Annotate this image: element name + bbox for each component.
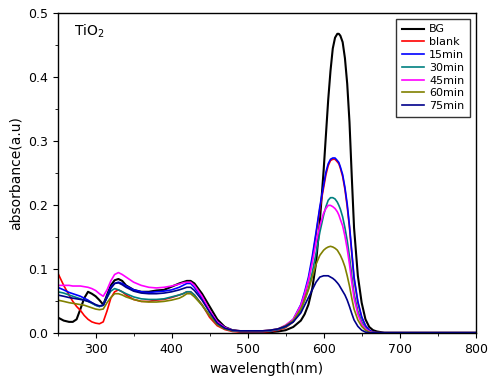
75min <box>473 331 479 335</box>
45min <box>351 296 357 301</box>
75min <box>340 289 346 293</box>
blank <box>370 330 376 334</box>
30min <box>340 215 346 219</box>
15min <box>347 223 353 228</box>
30min <box>344 238 350 243</box>
75min <box>374 331 380 335</box>
15min <box>330 156 336 160</box>
45min <box>81 285 87 289</box>
45min <box>347 262 353 266</box>
BG <box>473 331 479 335</box>
15min <box>81 296 87 301</box>
15min <box>370 330 376 334</box>
30min <box>370 331 376 335</box>
75min <box>347 304 353 309</box>
60min <box>344 273 350 278</box>
60min <box>347 284 353 288</box>
30min <box>327 195 333 200</box>
30min <box>351 291 357 296</box>
30min <box>374 331 380 335</box>
45min <box>473 331 479 335</box>
BG <box>381 331 387 335</box>
15min <box>340 172 346 177</box>
BG <box>334 31 340 36</box>
Line: 30min: 30min <box>58 198 476 333</box>
60min <box>81 303 87 308</box>
blank <box>351 277 357 281</box>
blank <box>330 157 336 162</box>
blank <box>347 225 353 230</box>
60min <box>370 331 376 335</box>
45min <box>340 223 346 228</box>
75min <box>321 273 327 278</box>
blank <box>81 313 87 318</box>
15min <box>55 285 61 290</box>
blank <box>55 270 61 275</box>
60min <box>340 258 346 263</box>
BG <box>55 315 61 320</box>
Legend: BG, blank, 15min, 30min, 45min, 60min, 75min: BG, blank, 15min, 30min, 45min, 60min, 7… <box>396 19 470 117</box>
45min <box>370 331 376 335</box>
60min <box>473 331 479 335</box>
BG <box>347 120 353 124</box>
blank <box>344 204 350 209</box>
15min <box>351 275 357 280</box>
blank <box>340 174 346 179</box>
15min <box>374 331 380 335</box>
75min <box>366 331 372 335</box>
BG <box>340 40 346 45</box>
Line: 60min: 60min <box>58 246 476 333</box>
BG <box>81 296 87 301</box>
60min <box>55 298 61 303</box>
Text: TiO$_2$: TiO$_2$ <box>74 23 105 40</box>
60min <box>327 244 333 248</box>
45min <box>344 247 350 251</box>
15min <box>344 202 350 206</box>
Line: 75min: 75min <box>58 276 476 333</box>
60min <box>374 331 380 335</box>
blank <box>473 331 479 335</box>
30min <box>473 331 479 335</box>
15min <box>473 331 479 335</box>
Line: 45min: 45min <box>58 205 476 333</box>
75min <box>344 298 350 303</box>
BG <box>370 328 376 333</box>
BG <box>344 81 350 86</box>
blank <box>374 331 380 335</box>
Line: 15min: 15min <box>58 158 476 333</box>
45min <box>374 331 380 335</box>
45min <box>55 283 61 288</box>
75min <box>55 293 61 297</box>
75min <box>351 318 357 322</box>
Line: blank: blank <box>58 159 476 333</box>
30min <box>347 254 353 259</box>
45min <box>325 203 331 208</box>
X-axis label: wavelength(nm): wavelength(nm) <box>210 362 324 376</box>
75min <box>81 298 87 303</box>
60min <box>351 307 357 311</box>
30min <box>81 298 87 303</box>
30min <box>55 290 61 294</box>
BG <box>351 225 357 230</box>
Line: BG: BG <box>58 34 476 333</box>
Y-axis label: absorbance(a.u): absorbance(a.u) <box>8 116 22 230</box>
